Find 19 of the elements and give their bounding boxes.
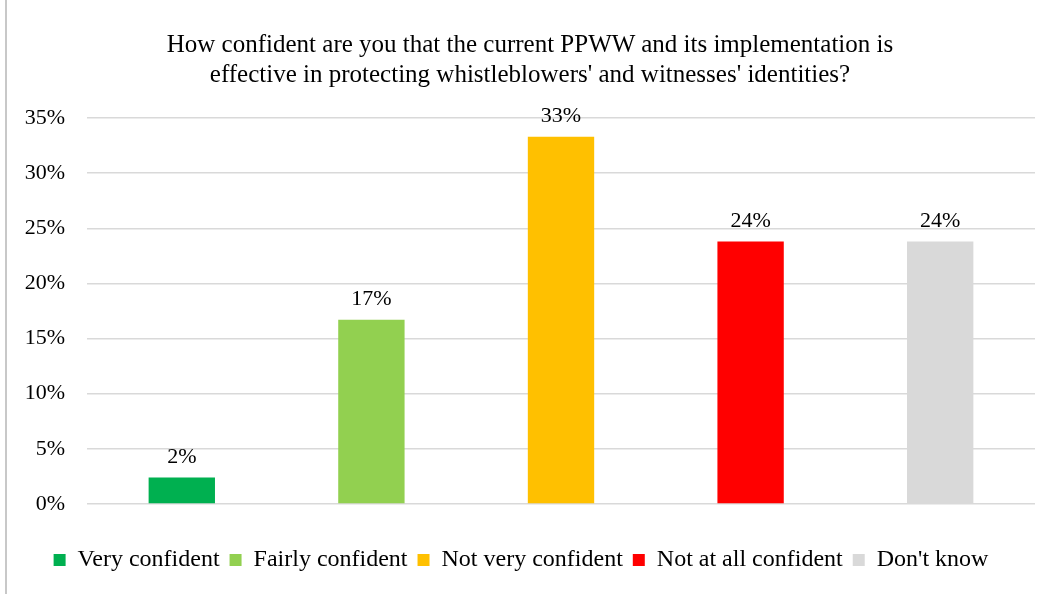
legend-label: Not at all confident bbox=[656, 545, 844, 572]
y-tick-label: 20% bbox=[24, 269, 65, 295]
legend-label: Don't know bbox=[876, 545, 990, 572]
legend-label: Not very confident bbox=[441, 545, 624, 572]
y-tick-label: 15% bbox=[24, 324, 65, 350]
y-tick-label: 10% bbox=[24, 379, 65, 405]
data-label: 24% bbox=[920, 206, 961, 232]
legend-label: Very confident bbox=[77, 545, 220, 572]
y-tick-label: 0% bbox=[35, 489, 65, 515]
y-tick-label: 30% bbox=[24, 158, 65, 184]
chart-title: How confident are you that the current PPWW and its implementation is effective in protecting whistleblowers' and witnesses' identities? bbox=[165, 29, 895, 89]
y-tick-label: 35% bbox=[24, 103, 65, 129]
data-label: 24% bbox=[730, 206, 771, 232]
data-label: 17% bbox=[351, 284, 392, 310]
y-tick-label: 25% bbox=[24, 214, 65, 240]
data-label: 2% bbox=[167, 442, 197, 468]
y-tick-label: 5% bbox=[35, 434, 65, 460]
legend-label: Fairly confident bbox=[253, 545, 408, 572]
data-label: 33% bbox=[540, 101, 582, 127]
